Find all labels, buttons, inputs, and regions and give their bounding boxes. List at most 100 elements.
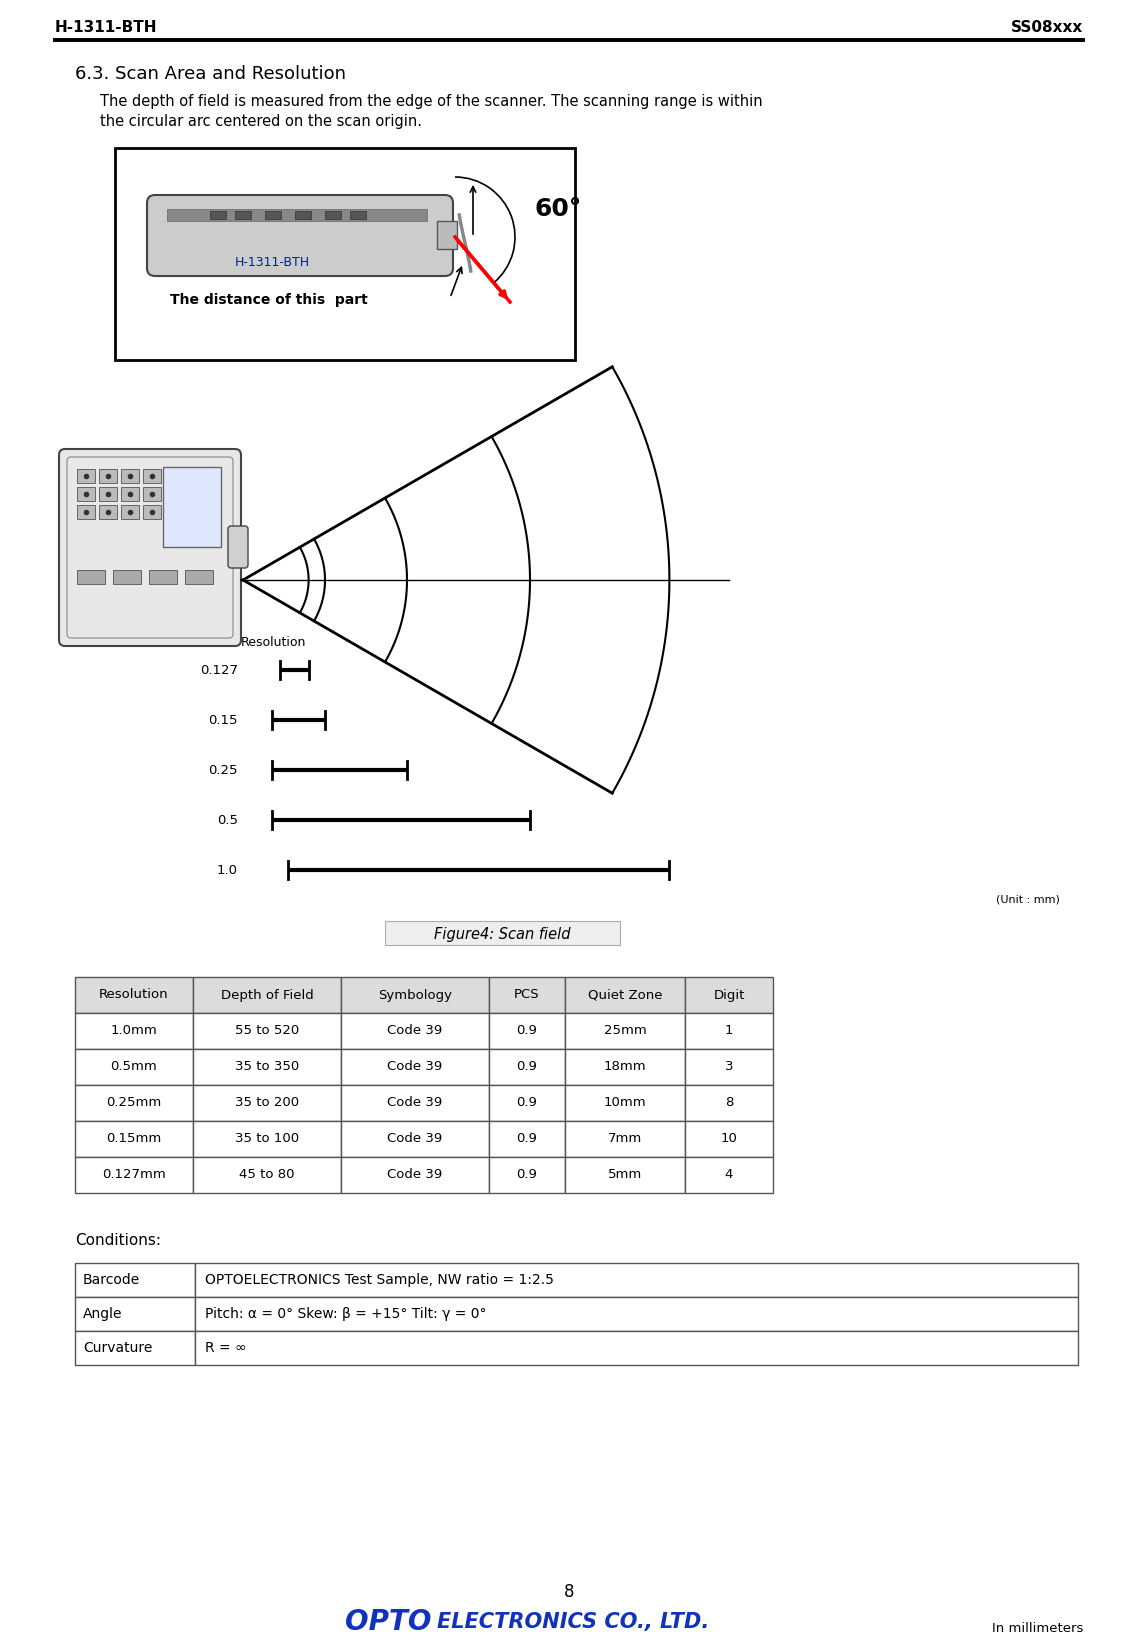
Bar <box>193 1122 341 1156</box>
Text: 55 to 520: 55 to 520 <box>234 1024 299 1037</box>
Text: PCS: PCS <box>514 988 539 1001</box>
Bar <box>195 1264 1078 1297</box>
Text: the circular arc centered on the scan origin.: the circular arc centered on the scan or… <box>100 114 422 129</box>
Bar <box>75 1332 195 1365</box>
Text: 8: 8 <box>725 1097 733 1110</box>
Text: The depth of field is measured from the edge of the scanner. The scanning range : The depth of field is measured from the … <box>100 94 762 109</box>
Text: 6.3. Scan Area and Resolution: 6.3. Scan Area and Resolution <box>75 64 346 83</box>
Bar <box>77 469 94 482</box>
Bar <box>341 976 489 1013</box>
Text: 1.0: 1.0 <box>217 864 238 877</box>
Bar <box>685 1049 773 1085</box>
Text: Angle: Angle <box>83 1307 123 1322</box>
Bar <box>143 487 160 501</box>
Bar <box>489 1156 564 1193</box>
Text: Curvature: Curvature <box>83 1341 152 1355</box>
Text: H-1311-BTH: H-1311-BTH <box>55 20 157 35</box>
Bar <box>564 1122 685 1156</box>
Bar <box>143 506 160 519</box>
Text: 0.25: 0.25 <box>208 763 238 776</box>
Bar <box>75 1049 193 1085</box>
Bar <box>341 1156 489 1193</box>
Bar <box>121 506 139 519</box>
Bar <box>193 1156 341 1193</box>
Text: Resolution: Resolution <box>240 636 306 649</box>
Bar <box>75 1085 193 1122</box>
Text: 5mm: 5mm <box>608 1168 642 1181</box>
Text: Conditions:: Conditions: <box>75 1232 160 1247</box>
Bar <box>685 1085 773 1122</box>
Bar <box>99 469 117 482</box>
Bar <box>564 1013 685 1049</box>
Bar <box>75 1264 195 1297</box>
Text: 4: 4 <box>725 1168 733 1181</box>
Bar <box>489 1085 564 1122</box>
Bar <box>115 149 575 360</box>
Bar <box>341 1013 489 1049</box>
Bar <box>564 1156 685 1193</box>
Text: The distance of this  part: The distance of this part <box>170 292 368 307</box>
Text: 35 to 200: 35 to 200 <box>234 1097 299 1110</box>
Text: 0.127mm: 0.127mm <box>102 1168 166 1181</box>
Bar <box>75 1156 193 1193</box>
Text: OPTO: OPTO <box>345 1607 431 1635</box>
Bar <box>236 211 251 220</box>
Bar <box>489 1013 564 1049</box>
Text: 1.0mm: 1.0mm <box>110 1024 157 1037</box>
Bar <box>351 211 366 220</box>
Bar <box>77 506 94 519</box>
Text: 0.25mm: 0.25mm <box>106 1097 162 1110</box>
Bar <box>121 469 139 482</box>
Bar <box>295 211 311 220</box>
Bar <box>265 211 281 220</box>
Text: 10: 10 <box>720 1133 737 1145</box>
Text: 0.9: 0.9 <box>517 1061 537 1074</box>
Text: 0.5mm: 0.5mm <box>110 1061 157 1074</box>
FancyBboxPatch shape <box>59 449 241 646</box>
Text: Resolution: Resolution <box>99 988 168 1001</box>
Text: Figure4: Scan field: Figure4: Scan field <box>434 927 570 943</box>
Bar <box>167 210 427 221</box>
Bar <box>99 487 117 501</box>
Text: In millimeters: In millimeters <box>991 1622 1083 1634</box>
Text: 18mm: 18mm <box>603 1061 646 1074</box>
Text: H-1311-BTH: H-1311-BTH <box>236 256 311 269</box>
Text: Code 39: Code 39 <box>387 1097 443 1110</box>
Bar <box>163 468 221 547</box>
FancyBboxPatch shape <box>228 525 248 568</box>
Bar <box>564 976 685 1013</box>
Text: 10mm: 10mm <box>603 1097 646 1110</box>
Text: Code 39: Code 39 <box>387 1168 443 1181</box>
Bar <box>385 922 620 945</box>
Text: 3: 3 <box>725 1061 733 1074</box>
Bar <box>211 211 226 220</box>
Text: 25mm: 25mm <box>603 1024 646 1037</box>
Bar <box>99 506 117 519</box>
Text: OPTOELECTRONICS Test Sample, NW ratio = 1:2.5: OPTOELECTRONICS Test Sample, NW ratio = … <box>205 1274 554 1287</box>
Text: 1: 1 <box>725 1024 733 1037</box>
Bar <box>75 1122 193 1156</box>
Bar <box>325 211 341 220</box>
Bar <box>113 570 141 585</box>
Bar <box>75 1297 195 1332</box>
Bar <box>77 487 94 501</box>
Bar <box>149 570 178 585</box>
Bar <box>564 1085 685 1122</box>
FancyBboxPatch shape <box>147 195 453 276</box>
Bar <box>193 976 341 1013</box>
Bar <box>75 976 193 1013</box>
Bar <box>341 1122 489 1156</box>
Text: 0.9: 0.9 <box>517 1097 537 1110</box>
Text: 8: 8 <box>563 1583 575 1601</box>
Text: Code 39: Code 39 <box>387 1024 443 1037</box>
Text: Symbology: Symbology <box>378 988 452 1001</box>
Bar <box>685 1122 773 1156</box>
Text: Code 39: Code 39 <box>387 1061 443 1074</box>
Text: 35 to 100: 35 to 100 <box>234 1133 299 1145</box>
Text: 45 to 80: 45 to 80 <box>239 1168 295 1181</box>
Bar <box>193 1085 341 1122</box>
Text: 7mm: 7mm <box>608 1133 642 1145</box>
Text: 0.9: 0.9 <box>517 1168 537 1181</box>
Bar <box>75 1013 193 1049</box>
Text: 0.9: 0.9 <box>517 1133 537 1145</box>
